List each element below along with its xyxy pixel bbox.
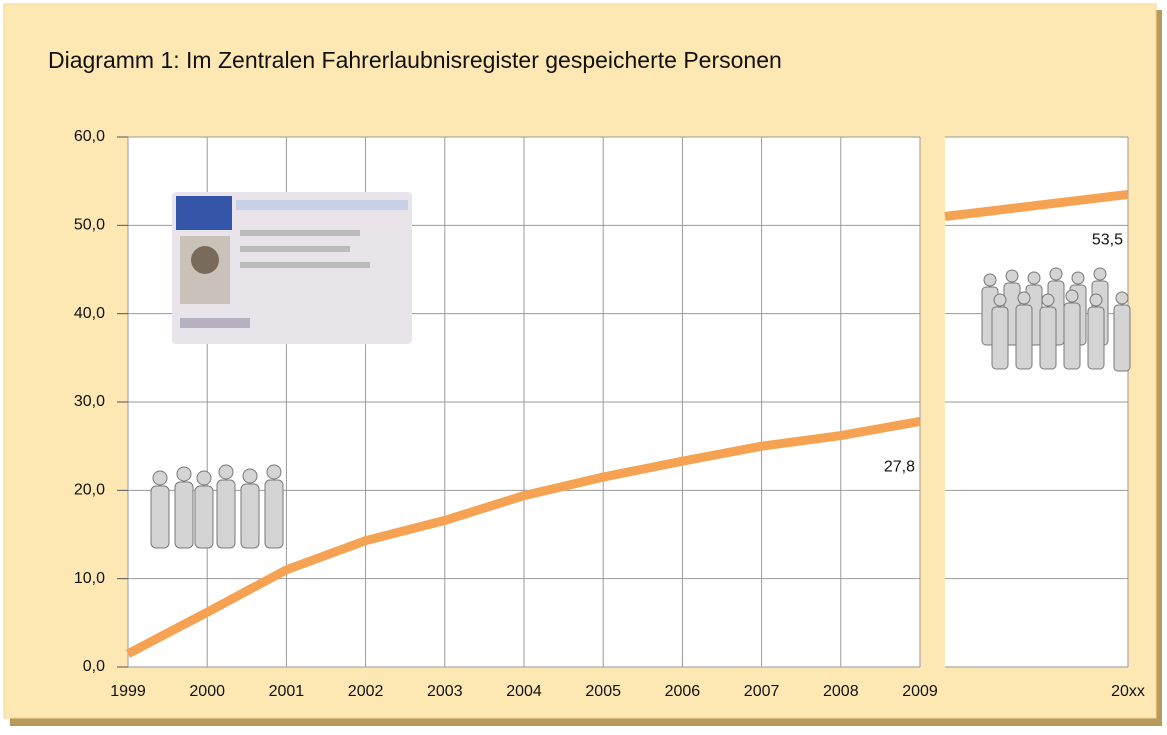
x-tick-label: 2005	[585, 683, 621, 700]
chart: Diagramm 1: Im Zentralen Fahrerlaubnisre…	[0, 0, 1167, 730]
x-tick-label: 2003	[427, 683, 463, 700]
y-tick-label: 0,0	[83, 658, 105, 675]
y-tick-label: 60,0	[74, 128, 105, 145]
x-tick-label: 2000	[189, 683, 225, 700]
x-tick-label: 2002	[348, 683, 384, 700]
x-tick-label: 2006	[665, 683, 701, 700]
card-line	[240, 246, 350, 252]
x-tick-label: 2008	[823, 683, 859, 700]
x-tick-label: 2009	[902, 683, 938, 700]
y-tick-label: 30,0	[74, 393, 105, 410]
card-face	[191, 246, 219, 274]
card-line	[180, 318, 250, 328]
x-tick-label: 2007	[744, 683, 780, 700]
y-tick-label: 50,0	[74, 217, 105, 234]
y-tick-label: 20,0	[74, 482, 105, 499]
card-line	[240, 230, 360, 236]
card-band	[236, 200, 408, 210]
x-tick-label: 1999	[110, 683, 146, 700]
y-tick-label: 10,0	[74, 570, 105, 587]
y-tick-label: 40,0	[74, 305, 105, 322]
data-label: 53,5	[1092, 232, 1123, 249]
card-line	[240, 262, 370, 268]
chart-title: Diagramm 1: Im Zentralen Fahrerlaubnisre…	[48, 47, 782, 73]
x-tick-label: 2004	[506, 683, 542, 700]
x-tick-label: 20xx	[1111, 683, 1145, 700]
data-label: 27,8	[884, 459, 915, 476]
x-tick-label: 2001	[269, 683, 305, 700]
card-flag	[176, 196, 232, 230]
license-card	[172, 192, 412, 344]
